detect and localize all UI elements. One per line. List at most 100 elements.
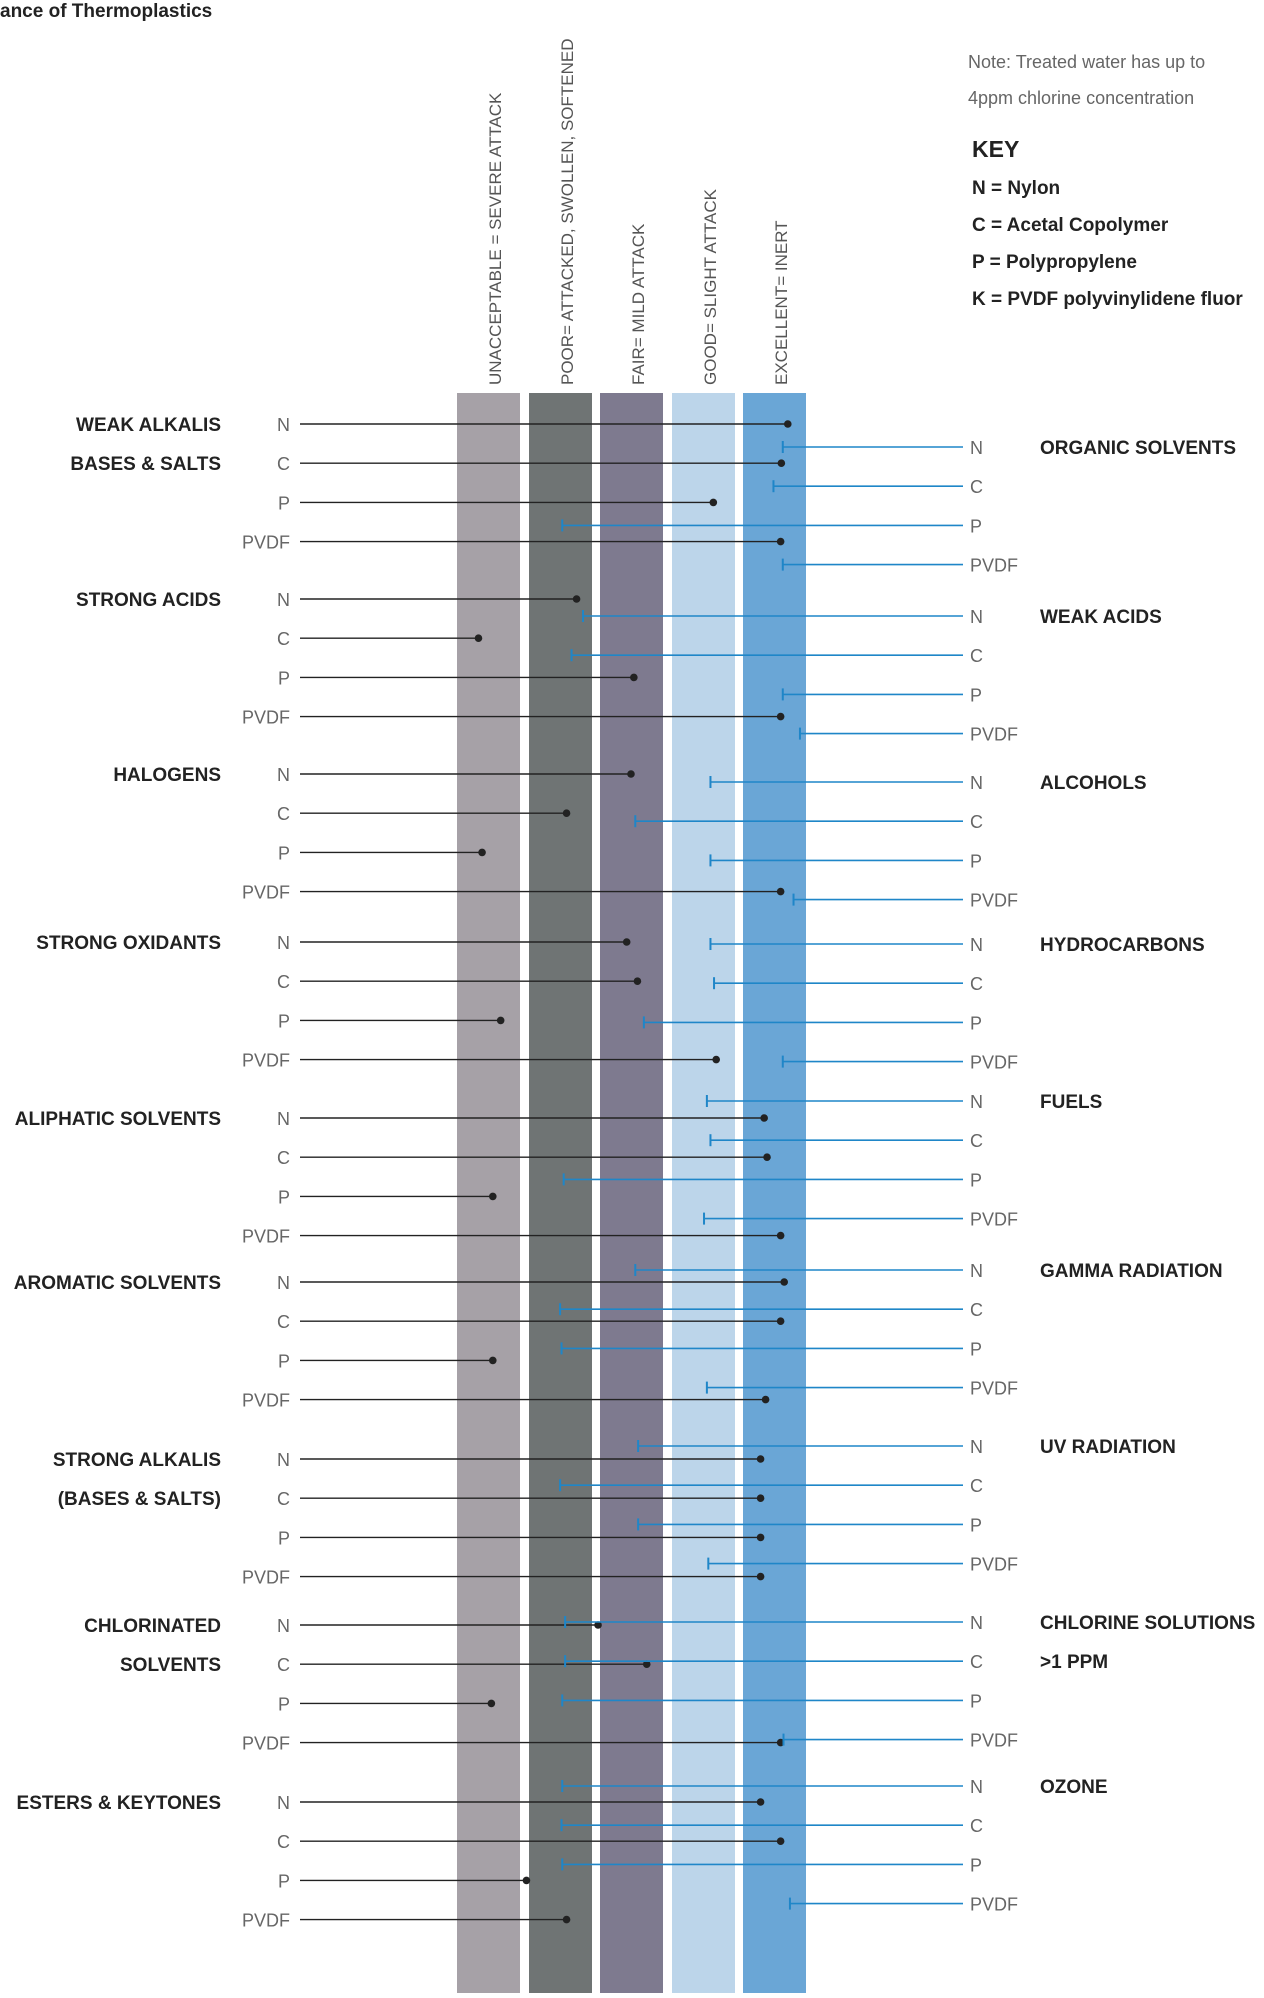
right-group-uv-radiation: UV RADIATION NCP PVDF — [559, 1437, 1176, 1575]
left-material-label: N — [277, 1450, 290, 1470]
left-rating-point — [622, 938, 631, 946]
left-rating-point — [756, 1494, 765, 1502]
left-rating-point — [756, 1455, 765, 1463]
left-material-label: N — [277, 590, 290, 610]
legend-key: KEY N = Nylon C = Acetal Copolymer P = P… — [972, 136, 1243, 310]
left-rating-point — [496, 1016, 505, 1025]
left-rating-point — [763, 1153, 771, 1161]
right-material-label: PVDF — [970, 556, 1018, 576]
left-material-label: N — [277, 1273, 290, 1293]
left-group-label: (BASES & SALTS) — [58, 1489, 221, 1510]
left-material-label: PVDF — [242, 1734, 290, 1754]
right-group-hydrocarbons: HYDROCARBONS NCP PVDF — [642, 935, 1205, 1073]
right-material-label: C — [970, 1131, 983, 1151]
left-group-strong-oxidants: STRONG OXIDANTS NCP PVDF — [36, 933, 720, 1071]
right-material-label: N — [970, 1777, 983, 1797]
right-group-label: ALCOHOLS — [1040, 773, 1147, 794]
left-rating-point — [478, 848, 486, 857]
right-group-label: OZONE — [1040, 1777, 1108, 1798]
left-material-label: P — [278, 1011, 290, 1031]
band-label-good: GOOD= SLIGHT ATTACK — [701, 188, 720, 385]
left-material-label: N — [277, 765, 290, 785]
key-item-pvdf: K = PVDF polyvinylidene fluor — [972, 289, 1243, 310]
left-material-label: P — [278, 1187, 290, 1207]
right-group-ozone: OZONE NCP PVDF — [560, 1777, 1108, 1915]
band-good — [672, 393, 735, 1993]
band-fair — [600, 393, 663, 1993]
left-material-label: C — [277, 1655, 290, 1675]
left-rating-point — [712, 1055, 720, 1064]
left-rating-point — [642, 1660, 651, 1668]
left-rating-point — [760, 1114, 768, 1122]
left-rating-point — [776, 1837, 785, 1845]
right-group-weak-acids: WEAK ACIDS NCP PVDF — [570, 607, 1162, 745]
left-group-strong-alkalis-bases-salts: STRONG ALKALIS (BASES & SALTS) NCP PVDF — [53, 1450, 765, 1588]
right-material-label: PVDF — [970, 1731, 1018, 1751]
right-group-label: CHLORINE SOLUTIONS — [1040, 1613, 1255, 1634]
left-group-label: STRONG ACIDS — [76, 590, 221, 611]
right-material-label: PVDF — [970, 891, 1018, 911]
left-rating-point — [489, 1356, 497, 1365]
right-group-chlorine-solutions-1-ppm: CHLORINE SOLUTIONS >1 PPM NCP PVDF — [561, 1613, 1255, 1751]
key-item-nylon: N = Nylon — [972, 178, 1060, 199]
rating-band-labels: UNACCEPTABLE = SEVERE ATTACK POOR= ATTACK… — [486, 38, 791, 385]
left-group-label: WEAK ALKALIS — [76, 415, 221, 436]
right-group-fuels: FUELS NCP PVDF — [562, 1092, 1102, 1230]
left-rating-point — [594, 1621, 602, 1629]
note-line-1: Note: Treated water has up to — [968, 52, 1205, 72]
left-material-label: C — [277, 454, 290, 474]
left-group-esters-keytones: ESTERS & KEYTONES NCP PVDF — [17, 1793, 785, 1931]
rating-bands — [457, 393, 806, 1993]
left-rating-point — [776, 1317, 785, 1325]
left-group-label: SOLVENTS — [120, 1655, 221, 1676]
left-rating-point — [562, 809, 571, 817]
right-material-label: P — [970, 685, 982, 705]
left-material-label: N — [277, 933, 290, 953]
left-group-label: ALIPHATIC SOLVENTS — [15, 1109, 221, 1130]
right-material-label: N — [970, 773, 983, 793]
right-group-label: HYDROCARBONS — [1040, 935, 1205, 956]
left-material-label: C — [277, 1312, 290, 1332]
right-material-label: C — [970, 1652, 983, 1672]
right-material-label: C — [970, 1816, 983, 1836]
right-material-label: C — [970, 812, 983, 832]
left-rating-point — [709, 498, 718, 507]
left-rating-point — [761, 1395, 770, 1404]
right-group-label: FUELS — [1040, 1092, 1102, 1113]
right-material-label: P — [970, 1170, 982, 1190]
note: Note: Treated water has up to 4ppm chlor… — [968, 52, 1205, 108]
left-material-label: PVDF — [242, 1227, 290, 1247]
right-material-label: N — [970, 1437, 983, 1457]
band-label-fair: FAIR= MILD ATTACK — [629, 223, 648, 385]
right-material-label: P — [970, 851, 982, 871]
left-material-label: N — [277, 1793, 290, 1813]
left-rating-point — [783, 420, 792, 428]
left-material-label: P — [278, 1351, 290, 1371]
key-item-acetal: C = Acetal Copolymer — [972, 215, 1169, 236]
band-unacceptable — [457, 393, 520, 1993]
left-material-label: C — [277, 972, 290, 992]
left-group-label: STRONG OXIDANTS — [36, 933, 221, 954]
left-group-label: STRONG ALKALIS — [53, 1450, 221, 1471]
left-group-aliphatic-solvents: ALIPHATIC SOLVENTS NCP PVDF — [15, 1109, 785, 1247]
left-rating-point — [756, 1798, 765, 1806]
right-material-label: N — [970, 1092, 983, 1112]
right-material-label: P — [970, 1013, 982, 1033]
right-group-gamma-radiation: GAMMA RADIATION NCP PVDF — [559, 1261, 1223, 1399]
right-material-label: N — [970, 935, 983, 955]
left-rating-point — [633, 977, 642, 985]
right-material-label: PVDF — [970, 1555, 1018, 1575]
left-material-label: N — [277, 1616, 290, 1636]
left-material-label: PVDF — [242, 883, 290, 903]
left-group-aromatic-solvents: AROMATIC SOLVENTS NCP PVDF — [14, 1273, 789, 1411]
left-material-label: PVDF — [242, 708, 290, 728]
right-material-label: C — [970, 1476, 983, 1496]
left-material-label: PVDF — [242, 1911, 290, 1931]
left-material-label: P — [278, 843, 290, 863]
band-poor — [529, 393, 592, 1993]
note-line-2: 4ppm chlorine concentration — [968, 88, 1194, 108]
left-group-weak-alkalis-bases-salts: WEAK ALKALIS BASES & SALTS NCP PVDF — [70, 415, 792, 553]
band-label-poor: POOR= ATTACKED, SWOLLEN, SOFTENED — [558, 38, 577, 385]
right-group-label: WEAK ACIDS — [1040, 607, 1162, 628]
